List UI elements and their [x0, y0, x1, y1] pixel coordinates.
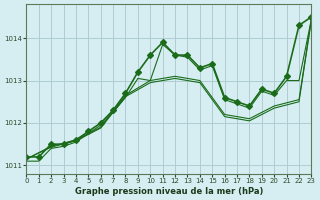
X-axis label: Graphe pression niveau de la mer (hPa): Graphe pression niveau de la mer (hPa) [75, 187, 263, 196]
